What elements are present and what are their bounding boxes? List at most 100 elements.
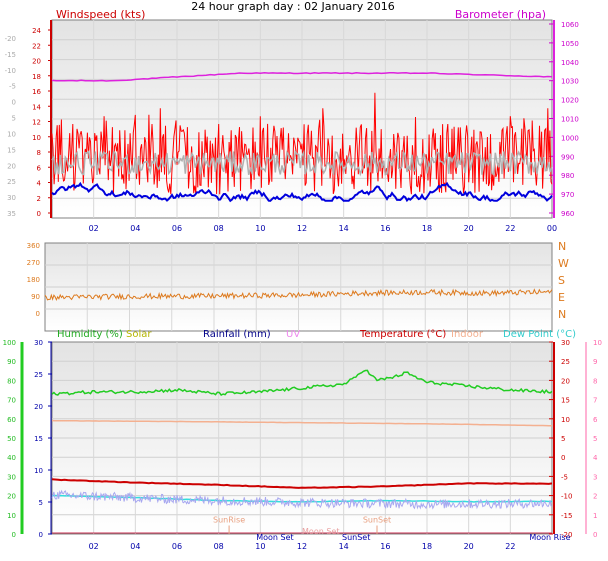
time-tick-label: 22	[505, 224, 515, 233]
event-annotation: Moon Set	[302, 527, 339, 536]
axis-tick-label: 5	[561, 435, 565, 443]
time-tick-label: 18	[422, 542, 432, 551]
time-tick-label: 16	[380, 542, 390, 551]
axis-tick-label: -20	[5, 35, 16, 43]
axis-tick-label: 40	[7, 454, 16, 462]
axis-tick-label: 30	[561, 339, 570, 347]
axis-tick-label: -15	[561, 512, 572, 520]
time-tick-label: 10	[255, 542, 265, 551]
event-annotation: SunSet	[342, 533, 370, 542]
time-tick-label: 00	[547, 224, 557, 233]
temperature-label: Temperature (°C)	[359, 329, 446, 340]
axis-tick-label: 10	[34, 467, 43, 475]
barometer-axis: 960 970 980 990 1000 1010 1020 1030 1040 1050 1060	[549, 20, 579, 218]
axis-tick-label: 3	[593, 473, 597, 481]
axis-tick-label: 8	[593, 377, 597, 385]
wind-pressure-panel: Windspeed (kts) Barometer (hpa) -20 -15 -1…	[5, 8, 579, 233]
axis-tick-label: 0	[37, 210, 41, 218]
axis-tick-label: -15	[5, 51, 16, 59]
axis-tick-label: 90	[31, 293, 40, 301]
axis-tick-label: 1020	[561, 97, 579, 105]
axis-tick-label: 0	[39, 531, 43, 539]
axis-tick-label: 30	[7, 194, 16, 202]
time-tick-label: 14	[339, 224, 349, 233]
barometer-label: Barometer (hpa)	[455, 8, 546, 21]
axis-tick-label: 70	[7, 397, 16, 405]
compass-label: W	[558, 257, 569, 270]
axis-tick-label: 10	[7, 512, 16, 520]
wind-time-axis: 02 04 06 08 10 12 14 16 18 20 22 00	[89, 224, 558, 233]
wind-average-gray-line	[51, 149, 553, 177]
axis-tick-label: 25	[34, 371, 43, 379]
axis-tick-label: -5	[9, 83, 16, 91]
axis-tick-label: 0	[561, 454, 565, 462]
compass-label: S	[558, 274, 565, 287]
axis-tick-label: 1010	[561, 116, 579, 124]
temperature-axis: -20 -15 -10 -5 0 5 10 15 20 25 30	[549, 339, 572, 539]
axis-tick-label: 0	[12, 99, 16, 107]
axis-tick-label: 360	[27, 242, 40, 250]
rainfall-axis: 0 5 10 15 20 25 30	[34, 339, 52, 539]
time-tick-label: 08	[214, 542, 224, 551]
axis-tick-label: 16	[32, 88, 41, 96]
direction-series	[44, 288, 553, 302]
axis-tick-label: 20	[34, 403, 43, 411]
time-tick-label: 18	[422, 224, 432, 233]
axis-tick-label: 14	[32, 103, 41, 111]
event-annotation: SunRise	[213, 515, 245, 524]
event-annotation: Moon Rise	[529, 533, 570, 542]
axis-tick-label: 25	[7, 178, 16, 186]
event-annotation: SunSet	[363, 515, 391, 524]
axis-tick-label: 20	[561, 377, 570, 385]
axis-tick-label: 15	[7, 146, 16, 154]
wind-gust-line	[51, 92, 553, 195]
axis-tick-label: 2	[37, 195, 41, 203]
time-tick-label: 16	[380, 224, 390, 233]
time-tick-label: 02	[89, 224, 99, 233]
compass-label: N	[558, 308, 566, 321]
time-tick-label: 08	[214, 224, 224, 233]
axis-tick-label: 60	[7, 416, 16, 424]
time-tick-label: 20	[464, 224, 474, 233]
axis-tick-label: 8	[37, 149, 41, 157]
axis-tick-label: -5	[561, 473, 568, 481]
axis-tick-label: 10	[561, 416, 570, 424]
wind-outer-axis: -20 -15 -10 -5 0 5 10 15 20 25 30 35	[5, 35, 16, 218]
axis-tick-label: 15	[561, 397, 570, 405]
axis-tick-label: 990	[561, 153, 574, 161]
axis-tick-label: 5	[39, 499, 43, 507]
axis-tick-label: 80	[7, 377, 16, 385]
uv-label: UV	[286, 329, 300, 340]
axis-tick-label: 35	[7, 210, 16, 218]
axis-tick-label: 20	[7, 493, 16, 501]
wind-average-line	[51, 181, 553, 203]
time-tick-label: 10	[255, 224, 265, 233]
time-tick-label: 20	[464, 542, 474, 551]
axis-tick-label: 7	[593, 397, 597, 405]
axis-tick-label: 10	[7, 130, 16, 138]
axis-tick-label: 10	[32, 134, 41, 142]
axis-tick-label: 15	[34, 435, 43, 443]
axis-tick-label: 18	[32, 73, 41, 81]
wind-series	[51, 72, 553, 203]
direction-grid	[45, 243, 552, 331]
axis-tick-label: 180	[27, 276, 40, 284]
temperature-humidity-panel: Humidity (%) Solar Rainfall (mm) UV Temp…	[3, 329, 602, 551]
uv-axis: 0 1 2 3 4 5 6 7 8 9 10	[585, 339, 602, 539]
axis-tick-label: 90	[7, 358, 16, 366]
compass-label: E	[558, 291, 565, 304]
axis-tick-label: 30	[34, 339, 43, 347]
chart-title: 24 hour graph day : 02 January 2016	[191, 0, 395, 13]
time-tick-label: 06	[172, 224, 182, 233]
indoor-line	[51, 419, 553, 427]
axis-tick-label: 4	[37, 180, 42, 188]
temp-series	[51, 369, 553, 534]
barometer-line	[51, 72, 553, 82]
axis-tick-label: 6	[37, 164, 42, 172]
temperature-raw-line	[51, 489, 553, 510]
